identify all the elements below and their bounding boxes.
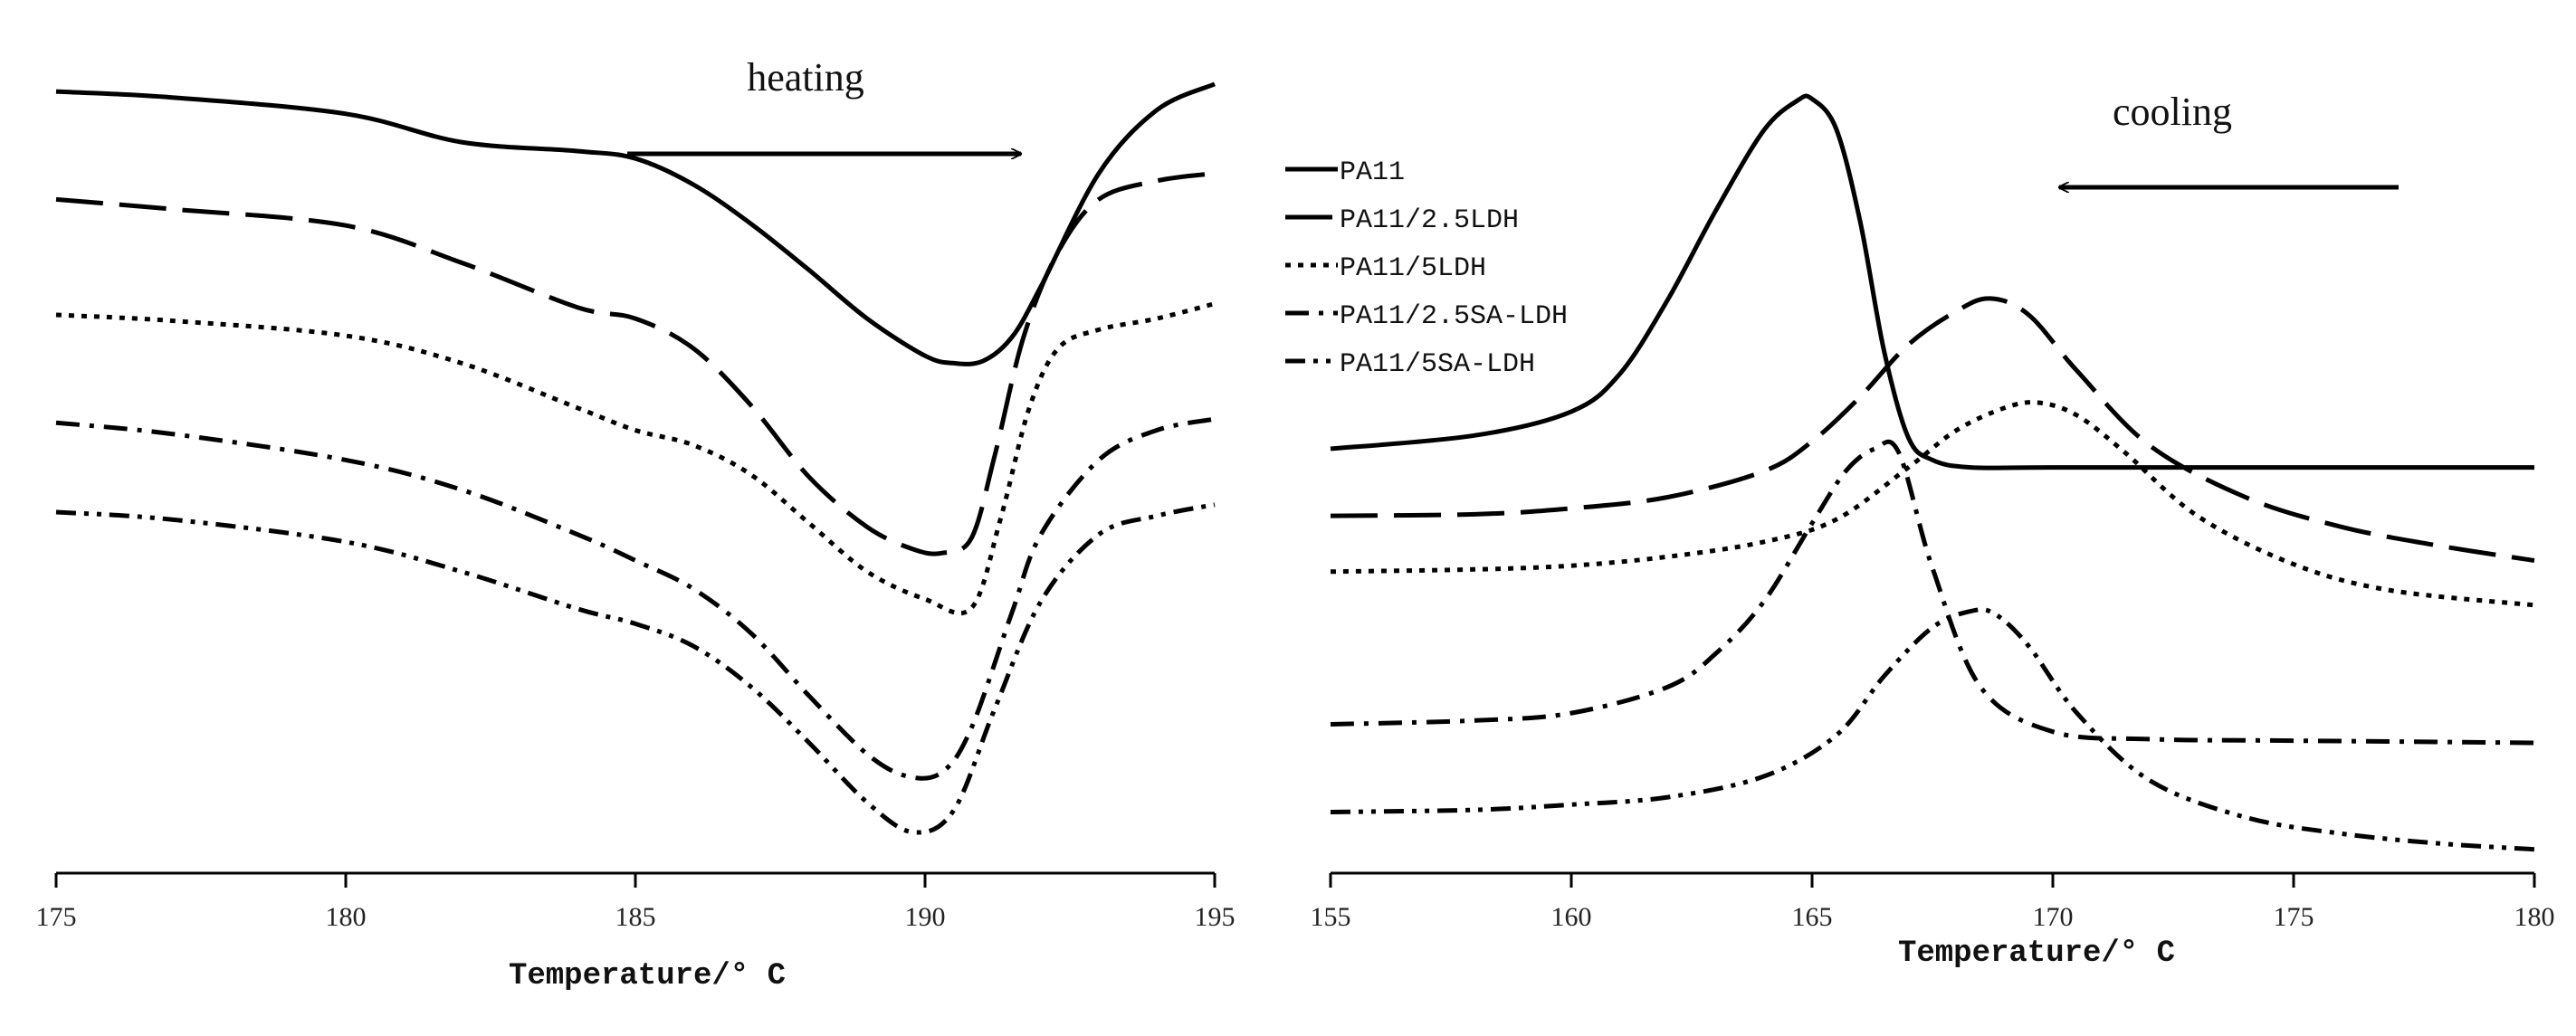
x-tick-label: 170 bbox=[2033, 902, 2074, 932]
x-tick-label: 155 bbox=[1311, 902, 1351, 932]
cooling-annotation: cooling bbox=[2113, 90, 2232, 134]
x-tick-label: 175 bbox=[2274, 902, 2314, 932]
x-tick-label: 165 bbox=[1792, 902, 1833, 932]
series-line-pa11-2-5ldh bbox=[1330, 296, 2535, 563]
legend-label: PA11/2.5SA-LDH bbox=[1340, 301, 1568, 332]
heating-annotation: heating bbox=[747, 55, 864, 100]
series-line-pa11-2-5ldh bbox=[55, 171, 1216, 556]
series-line-pa11 bbox=[1330, 93, 2534, 470]
series-line-pa11-2-5sa-ldh bbox=[1330, 439, 2535, 746]
legend: PA11 PA11/2.5LDH PA11/5LDH PA11/2.5SA-LDH PA… bbox=[1285, 157, 1568, 380]
series-line-pa11 bbox=[55, 81, 1216, 366]
legend-label: PA11/5LDH bbox=[1340, 253, 1486, 284]
legend-label: PA11/2.5LDH bbox=[1340, 205, 1519, 236]
legend-label: PA11/5SA-LDH bbox=[1340, 349, 1535, 380]
cooling-panel: 155 160 165 170 175 180 Temperature/° C cooling bbox=[1311, 90, 2555, 971]
x-tick-label: 180 bbox=[2514, 902, 2555, 932]
series-line-pa11-2-5sa-ldh bbox=[55, 416, 1216, 781]
x-tick-label: 175 bbox=[36, 902, 77, 932]
series-line-pa11-5ldh bbox=[1330, 400, 2535, 608]
x-tick-label: 190 bbox=[905, 902, 946, 932]
series-line-pa11-5sa-ldh bbox=[55, 502, 1216, 835]
legend-label: PA11 bbox=[1340, 157, 1405, 188]
x-axis-title: Temperature/° C bbox=[509, 959, 786, 993]
series-line-pa11-5sa-ldh bbox=[1330, 607, 2535, 852]
x-tick-label: 180 bbox=[326, 902, 367, 932]
series-line-pa11-5ldh bbox=[55, 301, 1216, 616]
x-tick-label: 185 bbox=[615, 902, 656, 932]
x-tick-label: 160 bbox=[1551, 902, 1592, 932]
heating-panel: 175 180 185 190 195 Temperature/° C heating bbox=[36, 55, 1236, 993]
x-axis-title: Temperature/° C bbox=[1898, 936, 2175, 971]
x-tick-label: 195 bbox=[1195, 902, 1236, 932]
